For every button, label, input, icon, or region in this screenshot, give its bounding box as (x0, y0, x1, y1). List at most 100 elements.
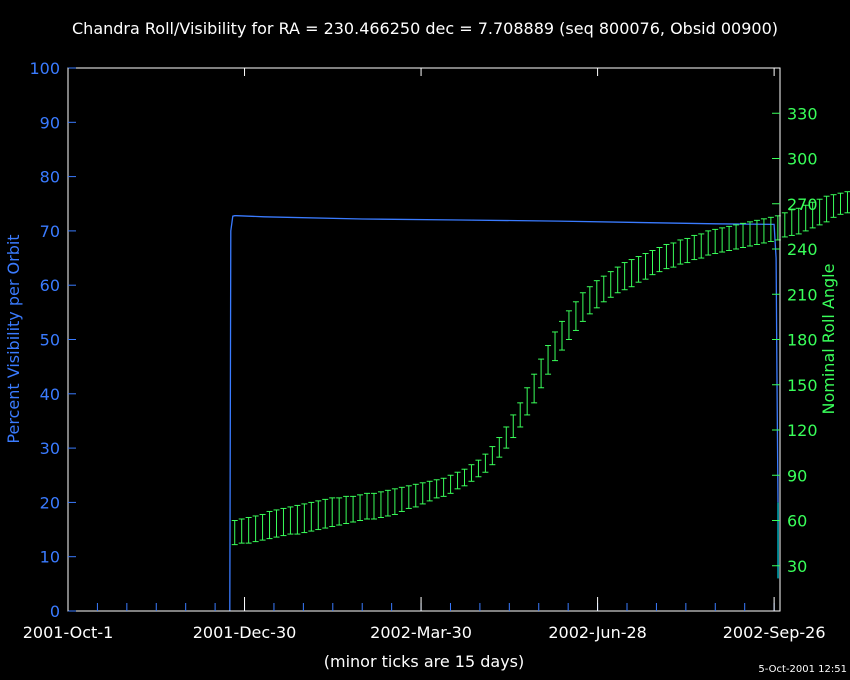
y-tick-label-right: 240 (787, 240, 818, 259)
roll-errorbar (280, 507, 287, 537)
roll-errorbar (252, 515, 259, 543)
roll-errorbar (412, 483, 419, 508)
roll-errorbar (398, 486, 405, 512)
roll-errorbar (461, 468, 468, 487)
roll-errorbar (357, 494, 364, 521)
roll-errorbar (231, 520, 238, 546)
roll-errorbar (503, 426, 510, 449)
roll-errorbar (705, 230, 712, 256)
x-tick-label: 2001-Dec-30 (193, 623, 297, 642)
roll-errorbar (364, 492, 371, 520)
y-tick-label-right: 180 (787, 331, 818, 350)
roll-errorbar (350, 495, 357, 523)
roll-errorbar (377, 491, 384, 518)
x-tick-label: 2002-Mar-30 (370, 623, 472, 642)
roll-errorbar (489, 446, 496, 466)
y-tick-label-left: 20 (40, 493, 60, 512)
roll-errorbar (565, 310, 572, 340)
roll-errorbar (266, 510, 273, 540)
y-tick-label-right: 210 (787, 285, 818, 304)
y-tick-label-left: 0 (50, 602, 60, 621)
roll-errorbar (753, 219, 760, 245)
roll-errorbar (510, 414, 517, 439)
roll-errorbar (419, 482, 426, 505)
visibility-series (229, 215, 779, 612)
x-tick-label: 2001-Oct-1 (23, 623, 114, 642)
x-axis: 2001-Oct-1 2001-Dec-30 2002-Mar-30 2002-Jun… (23, 68, 826, 642)
roll-errorbar (294, 504, 301, 535)
roll-errorbar (475, 459, 482, 478)
roll-errorbar (531, 373, 538, 404)
y-tick-label-right: 300 (787, 150, 818, 169)
roll-errorbar (238, 518, 245, 544)
roll-errorbar (287, 506, 294, 535)
y-tick-label-left: 70 (40, 222, 60, 241)
y-tick-label-left: 60 (40, 276, 60, 295)
roll-errorbar (795, 207, 802, 235)
y-axis-label-right: Nominal Roll Angle (819, 264, 838, 415)
y-tick-label-left: 30 (40, 439, 60, 458)
y-tick-label-right: 30 (787, 557, 807, 576)
y-tick-label-left: 50 (40, 331, 60, 350)
roll-errorbar (621, 262, 628, 291)
roll-errorbar (259, 513, 266, 541)
roll-errorbar (315, 500, 322, 531)
roll-errorbar (733, 224, 740, 250)
y-axis-label-left: Percent Visibility per Orbit (4, 234, 23, 443)
roll-errorbar (308, 501, 315, 532)
roll-errorbar (677, 239, 684, 265)
roll-errorbar (245, 516, 252, 544)
roll-errorbar (642, 253, 649, 280)
roll-errorbar (496, 437, 503, 458)
roll-errorbar (482, 453, 489, 473)
y-tick-label-left: 40 (40, 385, 60, 404)
y-tick-label-left: 90 (40, 113, 60, 132)
roll-errorbar (684, 237, 691, 264)
roll-errorbar (809, 201, 816, 229)
roll-errorbar (844, 191, 850, 214)
y-tick-label-right: 270 (787, 195, 818, 214)
roll-errorbar (538, 358, 545, 389)
roll-errorbar (391, 488, 398, 515)
roll-errorbar (802, 204, 809, 232)
roll-errorbar (468, 464, 475, 482)
roll-errorbar (670, 242, 677, 268)
x-axis-label: (minor ticks are 15 days) (324, 652, 524, 671)
roll-errorbar (830, 194, 837, 218)
roll-errorbar (343, 495, 350, 525)
roll-errorbar (600, 275, 607, 303)
y-tick-label-right: 60 (787, 512, 807, 531)
roll-errorbar (656, 246, 663, 273)
timestamp: 5-Oct-2001 12:51 (758, 664, 847, 675)
roll-errorbar (433, 479, 440, 499)
left-axis: 0 10 20 30 40 50 60 70 80 90 100 (29, 59, 76, 621)
y-tick-label-right: 330 (787, 104, 818, 123)
roll-errorbar (816, 198, 823, 226)
roll-errorbar (558, 320, 565, 351)
roll-errorbar (767, 216, 774, 242)
roll-errorbar (405, 485, 412, 509)
roll-errorbar (301, 503, 308, 534)
roll-errorbar (837, 192, 844, 215)
y-tick-label-right: 90 (787, 466, 807, 485)
roll-errorbar (719, 227, 726, 253)
roll-errorbar (740, 222, 747, 248)
roll-errorbar (726, 225, 733, 252)
plot-frame (67, 67, 781, 612)
roll-errorbar (545, 345, 552, 375)
roll-errorbar (823, 195, 830, 223)
y-tick-label-right: 150 (787, 376, 818, 395)
roll-errorbar (370, 492, 377, 520)
y-tick-label-right: 120 (787, 421, 818, 440)
visibility-line (229, 215, 779, 612)
roll-errorbar (552, 331, 559, 362)
roll-errorbar (273, 509, 280, 538)
roll-errorbar (384, 489, 391, 517)
roll-errorbar (454, 471, 461, 490)
x-tick-label: 2002-Sep-26 (723, 623, 826, 642)
y-tick-label-left: 10 (40, 548, 60, 567)
roll-errorbar (746, 221, 753, 247)
x-tick-label: 2002-Jun-28 (548, 623, 647, 642)
roll-errorbar (322, 498, 329, 529)
